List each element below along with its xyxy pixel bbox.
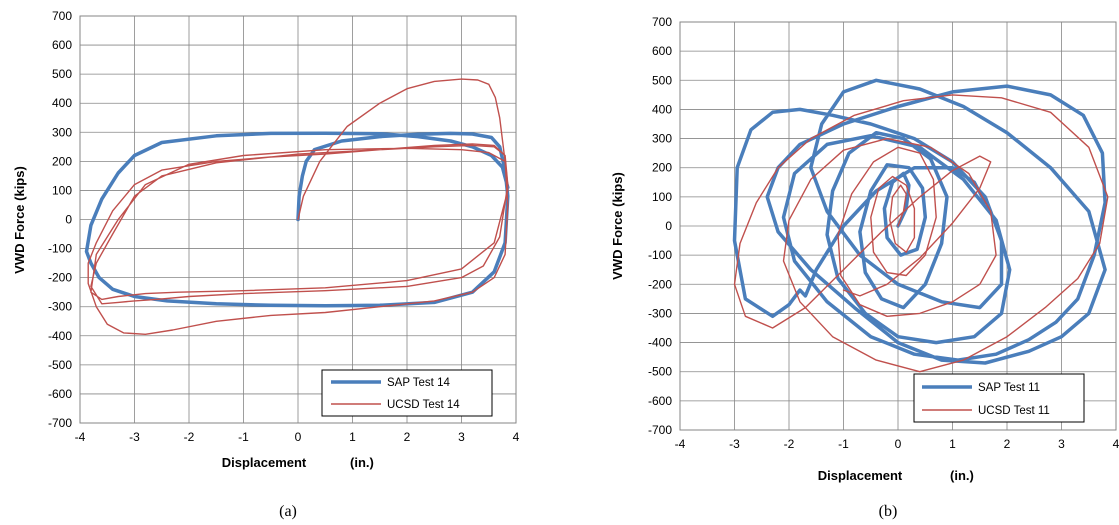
y-tick-label: -200: [648, 277, 672, 291]
x-tick-label: -2: [184, 430, 195, 444]
x-axis-title-b: Displacement: [818, 468, 903, 483]
legend-label-ucsd-b: UCSD Test 11: [978, 405, 1050, 417]
x-tick-label: 1: [949, 437, 956, 451]
y-tick-label: 300: [52, 125, 72, 139]
x-axis-title-a: Displacement: [222, 455, 307, 470]
y-axis-title-b: VWD Force (kips): [610, 172, 625, 280]
y-tick-label: -100: [648, 248, 672, 262]
x-tick-label: -4: [675, 437, 686, 451]
y-tick-label: 100: [52, 183, 72, 197]
y-ticks-b: -700 -600 -500 -400 -300 -200 -100 0 100 200 300 40…: [648, 15, 672, 437]
y-tick-label: -300: [48, 300, 72, 314]
legend-b: SAP Test 11 UCSD Test 11: [913, 373, 1085, 423]
y-axis-title-a: VWD Force (kips): [12, 166, 27, 274]
y-tick-label: 700: [652, 15, 672, 29]
x-tick-label: 2: [404, 430, 411, 444]
y-tick-label: -300: [648, 306, 672, 320]
series-line-ucsd-b: [733, 94, 1109, 373]
x-tick-label: -1: [838, 437, 849, 451]
x-tick-label: 4: [513, 430, 520, 444]
y-tick-label: -200: [48, 271, 72, 285]
y-tick-label: 0: [65, 213, 72, 227]
y-tick-label: 400: [652, 102, 672, 116]
y-tick-label: 200: [652, 161, 672, 175]
y-tick-label: -500: [48, 358, 72, 372]
legend-box-a: [321, 369, 493, 417]
y-ticks-a: -700 -600 -500 -400 -300 -200 -100 0 100 200 300 40…: [48, 9, 72, 430]
y-tick-label: 700: [52, 9, 72, 23]
chart-a: -700-600-500-400-300-200-100010020030040…: [12, 9, 520, 520]
series-lines-a: [84, 78, 510, 335]
series-line-sap-a: [84, 131, 510, 308]
x-axis-unit-b: (in.): [950, 468, 974, 483]
caption-b: (b): [879, 503, 898, 520]
y-tick-label: 600: [652, 44, 672, 58]
y-tick-label: -400: [648, 336, 672, 350]
y-tick-label: 300: [652, 132, 672, 146]
y-tick-label: -700: [648, 423, 672, 437]
y-tick-label: 500: [52, 67, 72, 81]
y-tick-label: 0: [665, 219, 672, 233]
y-tick-label: -400: [48, 329, 72, 343]
x-tick-label: -3: [729, 437, 740, 451]
y-tick-label: 100: [652, 190, 672, 204]
y-tick-label: -600: [48, 387, 72, 401]
legend-a: SAP Test 14 UCSD Test 14: [321, 369, 493, 417]
x-tick-label: 0: [295, 430, 302, 444]
chart-b: -700-600-500-400-300-200-100010020030040…: [610, 15, 1119, 520]
series-lines-b: [732, 78, 1109, 373]
x-tick-label: 3: [458, 430, 465, 444]
x-ticks-b: -4 -3 -2 -1 0 1 2 3 4: [675, 437, 1119, 451]
series-line-ucsd-a: [87, 78, 509, 335]
y-tick-label: -600: [648, 394, 672, 408]
x-tick-label: -4: [75, 430, 86, 444]
y-tick-label: -100: [48, 242, 72, 256]
y-tick-label: 500: [652, 73, 672, 87]
x-tick-label: -3: [129, 430, 140, 444]
x-tick-label: -1: [238, 430, 249, 444]
gridlines-a: [79, 15, 517, 424]
x-ticks-a: -4 -3 -2 -1 0 1 2 3 4: [75, 430, 520, 444]
legend-label-ucsd-a: UCSD Test 14: [387, 399, 460, 411]
legend-label-sap-b: SAP Test 11: [978, 382, 1040, 394]
y-tick-label: 400: [52, 96, 72, 110]
y-tick-label: 600: [52, 38, 72, 52]
x-tick-label: 0: [895, 437, 902, 451]
x-tick-label: 2: [1004, 437, 1011, 451]
x-tick-label: 1: [349, 430, 356, 444]
series-line-sap-b: [732, 78, 1107, 365]
x-axis-unit-a: (in.): [350, 455, 374, 470]
x-tick-label: 4: [1113, 437, 1119, 451]
x-tick-label: 3: [1058, 437, 1065, 451]
y-tick-label: -500: [648, 365, 672, 379]
y-tick-label: -700: [48, 416, 72, 430]
x-tick-label: -2: [784, 437, 795, 451]
y-tick-label: 200: [52, 154, 72, 168]
caption-a: (a): [279, 503, 297, 520]
legend-label-sap-a: SAP Test 14: [387, 377, 450, 389]
legend-box-b: [913, 373, 1085, 423]
